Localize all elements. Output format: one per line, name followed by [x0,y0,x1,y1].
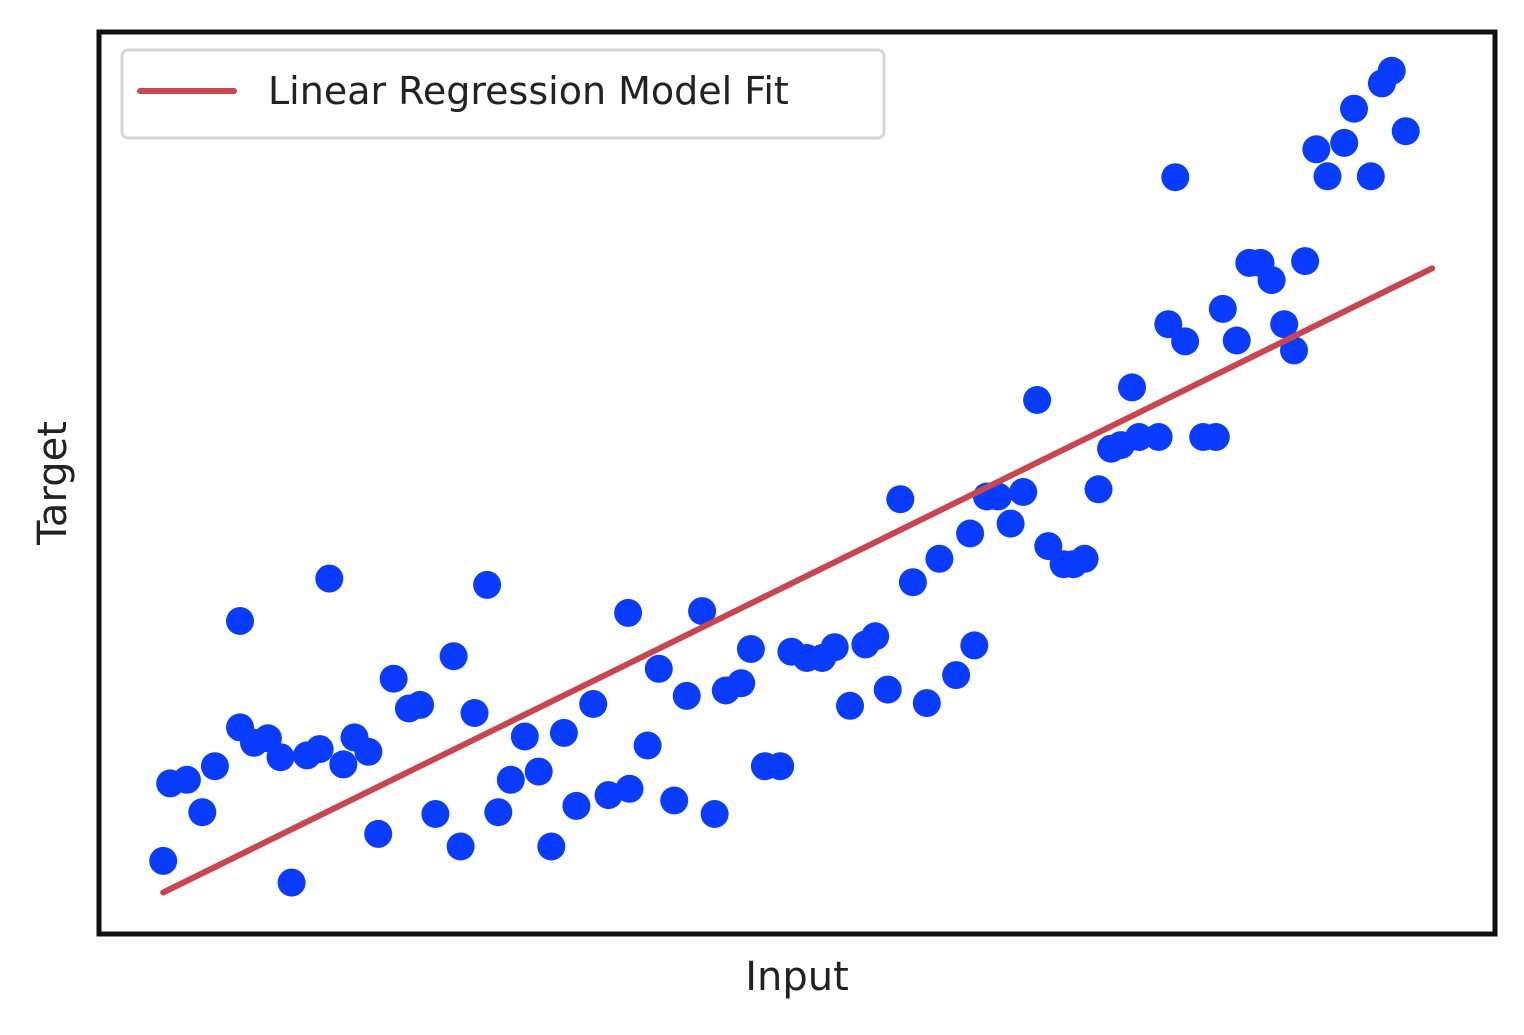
data-point-93 [1330,128,1359,157]
data-point-67 [1023,386,1052,414]
data-point-62 [960,631,989,660]
data-point-80 [1171,327,1200,356]
data-point-40 [672,681,701,710]
data-point-2 [172,765,201,794]
data-point-0 [149,846,178,875]
data-point-45 [736,635,765,663]
data-point-56 [886,485,915,514]
data-point-37 [633,731,662,760]
data-point-25 [473,570,502,599]
data-point-51 [820,633,849,662]
data-point-17 [364,819,393,848]
data-point-9 [266,743,295,772]
data-point-52 [836,691,864,720]
data-point-36 [615,774,644,803]
data-point-57 [898,568,927,597]
data-point-89 [1280,336,1308,365]
data-point-60 [942,661,971,690]
data-point-59 [925,544,954,573]
data-point-61 [956,519,985,548]
data-point-76 [1125,423,1153,451]
data-point-66 [1009,478,1038,506]
data-point-55 [873,675,902,704]
data-point-58 [912,689,941,718]
data-point-13 [315,564,344,593]
data-point-54 [861,622,890,651]
data-point-21 [421,800,450,828]
plot-frame [96,29,1498,937]
data-point-6 [226,607,254,635]
data-point-71 [1070,544,1099,573]
data-point-26 [484,798,513,827]
regression-fit-line [160,265,1436,896]
x-axis-label: Input [745,954,849,1000]
data-point-83 [1208,294,1237,323]
fit-line-layer [160,265,1436,896]
data-point-98 [1391,117,1420,146]
data-point-92 [1313,162,1342,191]
scatter-points [149,56,1420,897]
data-point-22 [439,642,468,671]
data-point-87 [1257,266,1286,295]
data-point-47 [766,752,795,781]
data-point-44 [727,669,756,698]
data-point-31 [549,718,578,747]
data-point-90 [1291,247,1320,276]
data-point-95 [1356,162,1385,191]
data-point-42 [700,800,729,828]
data-point-34 [594,781,623,810]
data-point-79 [1161,163,1190,192]
data-point-14 [329,750,358,779]
legend-box [120,48,886,140]
legend-label: Linear Regression Model Fit [268,69,789,113]
data-point-27 [496,765,525,794]
data-point-12 [305,735,334,764]
data-point-91 [1302,135,1331,164]
data-point-33 [579,690,608,718]
data-point-84 [1222,326,1251,355]
data-point-39 [660,786,689,815]
data-point-64 [984,482,1012,511]
data-point-82 [1201,423,1230,451]
legend: Linear Regression Model Fit [120,48,886,140]
data-point-4 [200,752,229,781]
data-point-32 [562,791,591,820]
data-point-72 [1084,475,1113,504]
data-point-10 [277,868,306,897]
data-point-38 [644,654,673,683]
data-point-35 [614,598,643,627]
data-point-20 [406,690,435,719]
data-point-65 [996,509,1025,538]
data-point-3 [188,798,217,827]
data-point-88 [1270,310,1299,339]
data-point-97 [1377,56,1406,85]
data-point-16 [354,737,383,766]
data-point-23 [446,832,475,861]
data-point-30 [537,832,566,861]
data-point-29 [524,757,553,786]
data-point-78 [1154,310,1183,339]
y-axis-label: Target [30,421,76,546]
data-point-24 [460,699,489,727]
data-point-75 [1118,373,1146,402]
data-point-77 [1144,423,1173,451]
data-point-94 [1340,94,1368,123]
data-point-18 [379,664,408,693]
data-point-28 [510,722,539,751]
data-point-41 [688,597,717,626]
